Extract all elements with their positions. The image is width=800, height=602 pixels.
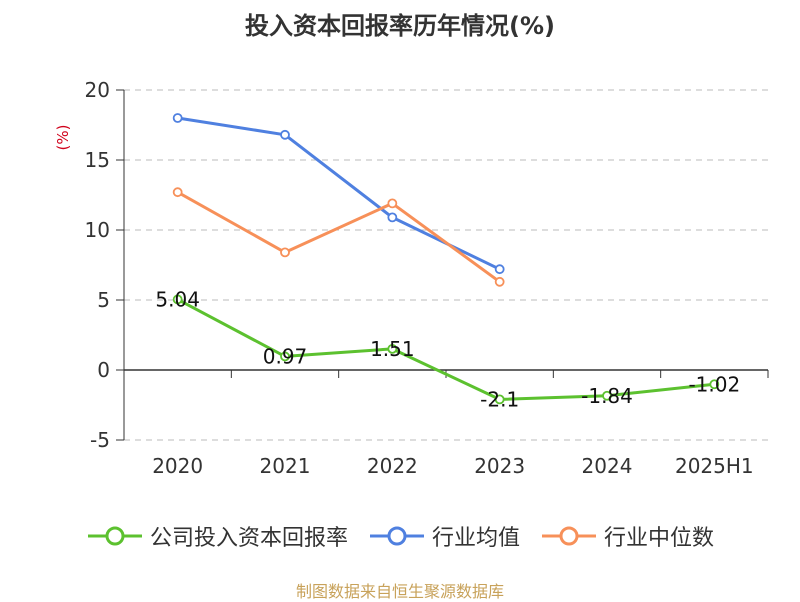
x-tick-label: 2025H1 [675,454,754,478]
data-point [172,187,183,198]
data-point [387,343,398,354]
legend-label-company: 公司投入资本回报率 [149,526,348,551]
data-point [709,379,720,390]
legend-label-industry-median: 行业中位数 [604,526,715,551]
legend-line-circle-icon [542,526,596,546]
legend-item-industry-avg[interactable]: 行业均值 [368,520,520,552]
data-point [172,113,183,123]
series-line [176,190,501,284]
data-point [387,212,398,223]
y-tick-label: 10 [85,218,110,242]
data-point [602,390,612,401]
y-tick-label: 15 [85,148,110,172]
y-tick-label: 20 [85,78,110,102]
x-tick-label: 2021 [260,454,311,478]
source-note: 制图数据来自恒生聚源数据库 [295,582,504,601]
legend-item-company[interactable]: 公司投入资本回报率 [86,520,348,552]
legend-item-industry-median[interactable]: 行业中位数 [540,520,714,552]
data-label: 1.51 [370,337,415,361]
x-tick-label: 2024 [582,454,633,478]
data-point [494,276,505,287]
x-tick-label: 2020 [152,454,203,478]
y-tick-label: -5 [90,428,110,452]
x-tick-label: 2023 [474,454,525,478]
data-point [280,129,290,140]
legend-line-circle-icon [87,526,142,546]
y-tick-label: 5 [97,288,110,312]
data-point [172,294,183,305]
data-point [387,198,398,209]
y-tick-label: 0 [97,358,110,382]
legend-line-circle-icon [369,526,424,546]
x-tick-label: 2022 [367,454,418,478]
data-labels: 5.04 0.97 1.51 -2.1 -1.84 -1.02 [155,287,740,411]
data-label: -1.84 [581,384,633,408]
data-point [494,264,505,275]
series-lines [172,113,720,405]
data-label: 0.97 [263,344,308,368]
grid-lines [124,89,768,441]
y-axis-unit: (%) [54,125,72,151]
data-label: -2.1 [480,387,519,411]
data-point [494,394,505,405]
chart-title: 投入资本回报率历年情况(%) [245,12,555,40]
series-line [176,298,715,401]
data-label: 5.04 [155,287,200,311]
legend-swatch-marker [559,526,579,546]
data-label: -1.02 [688,372,740,396]
legend-swatch-marker [387,526,407,546]
data-point [280,351,290,362]
legend: 公司投入资本回报率 行业均值 行业中位数 [0,520,800,552]
data-point [280,247,290,258]
legend-label-industry-avg: 行业均值 [431,526,520,551]
legend-swatch-marker [105,526,125,546]
